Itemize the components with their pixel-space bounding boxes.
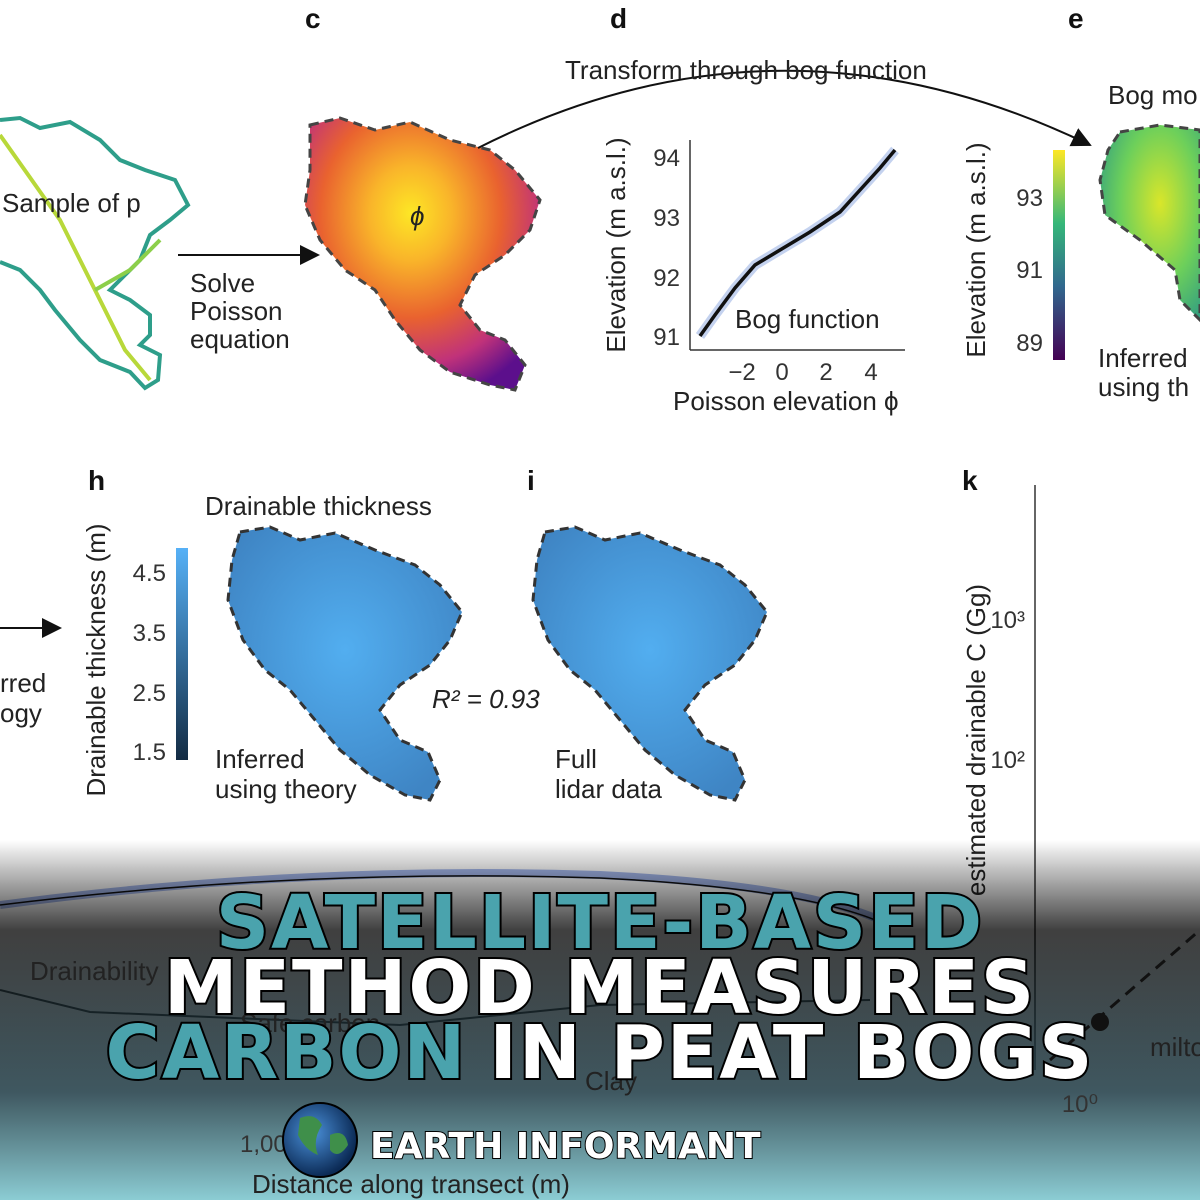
globe-land (298, 1116, 348, 1155)
trend (1049, 928, 1200, 1062)
x-title: Distance along transect (m) (252, 1169, 570, 1199)
arrow (477, 69, 1092, 149)
caption: using theory (215, 774, 357, 804)
panel-label: i (527, 465, 535, 496)
phi: ϕ (410, 201, 424, 231)
title: Bog mo (1108, 80, 1198, 110)
x-tick-label: 0 (775, 359, 788, 386)
y-tick-label: 93 (653, 205, 680, 232)
y-tick-label: 92 (653, 265, 680, 292)
y-tick-label: 10² (990, 747, 1025, 774)
y-title: Elevation (m a.s.l.) (601, 137, 631, 352)
phi-map (303, 116, 542, 392)
transect (0, 133, 152, 382)
thickness-map (226, 525, 464, 802)
y-tick-label: 91 (653, 324, 680, 351)
label: Drainability (30, 956, 159, 986)
title: Drainable thickness (205, 491, 432, 521)
tick-label: 93 (1016, 185, 1043, 212)
colorbar (1053, 150, 1065, 360)
elevation-map (1098, 123, 1200, 323)
panel-label: k (962, 465, 978, 496)
caption: Poisson (190, 296, 283, 326)
panel-label: d (610, 3, 627, 34)
panel-label: h (88, 465, 105, 496)
x-tick-label: 2 (819, 359, 832, 386)
caption: Inferred (1098, 343, 1188, 373)
headline-part: CARBON (106, 1010, 468, 1096)
caption: ogy (0, 698, 42, 728)
x-title: Poisson elevation ϕ (673, 386, 899, 416)
headline: CARBON IN PEAT BOGS (106, 1010, 1095, 1096)
y-title: Elevation (m a.s.l.) (961, 142, 991, 357)
transect (94, 238, 162, 292)
panel-label: c (305, 3, 321, 34)
panel-label: e (1068, 3, 1084, 34)
bog-function (698, 148, 897, 338)
tick-label: 2.5 (133, 680, 166, 707)
caption: Full (555, 744, 597, 774)
caption: equation (190, 324, 290, 354)
colorbar (176, 548, 188, 760)
caption: using th (1098, 372, 1189, 402)
x-tick-label: 10⁰ (1062, 1091, 1098, 1118)
tick-label: 1.5 (133, 739, 166, 766)
text: Sample of p (2, 188, 141, 218)
caption: Inferred (215, 744, 305, 774)
y-title: Drainable thickness (m) (81, 523, 111, 796)
tick-label: 89 (1016, 330, 1043, 357)
label: Safe carbon (240, 1008, 380, 1038)
headline: SATELLITE-BASED (216, 880, 984, 966)
y-tick-label: 10³ (990, 607, 1025, 634)
outline (0, 115, 191, 391)
tick-label: 91 (1016, 257, 1043, 284)
point-label: milto (1150, 1032, 1200, 1062)
arrow-title: Transform through bog function (565, 55, 927, 85)
headline-part: IN PEAT BOGS (489, 1010, 1094, 1096)
label: Clay (585, 1066, 637, 1096)
caption: Solve (190, 268, 255, 298)
x-tick-label: 4 (864, 359, 877, 386)
y-tick-label: 94 (653, 145, 680, 172)
brand: EARTH INFORMANT (370, 1126, 761, 1167)
note: Bog function (735, 304, 880, 334)
x-tick-label: −2 (728, 359, 755, 386)
tick-label: 4.5 (133, 560, 166, 587)
thickness-map (531, 525, 769, 802)
r-squared: R² = 0.93 (432, 684, 540, 714)
tick-label: 3.5 (133, 620, 166, 647)
caption: lidar data (555, 774, 662, 804)
overlay (0, 840, 1200, 1200)
headline: METHOD MEASURES (164, 945, 1036, 1031)
point (1091, 1013, 1109, 1031)
caption: rred (0, 668, 46, 698)
